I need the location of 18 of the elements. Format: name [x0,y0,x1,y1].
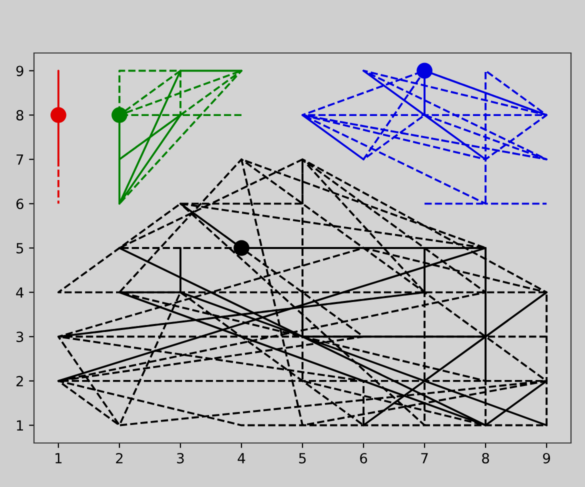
x-tick-label: 8 [482,452,490,464]
y-tick-label: 6 [16,198,24,210]
x-tick-label: 6 [360,452,368,464]
x-tick-label: 2 [116,452,122,464]
y-tick-label: 9 [16,66,24,76]
x-tick-label: 3 [177,452,184,464]
y-tick-label: 5 [16,243,24,254]
y-tick-label: 1 [16,420,23,431]
x-tick-label: 1 [56,453,62,464]
y-tick-label: 4 [16,287,24,298]
y-tick-label: 2 [16,376,23,386]
x-tick-label: 7 [421,453,428,464]
x-tick-label: 5 [299,453,306,464]
y-tick-label: 8 [16,110,24,121]
x-tick-label: 4 [238,453,246,464]
y-tick-label: 3 [16,332,24,342]
x-tick-label: 9 [543,452,550,464]
y-tick-label: 7 [16,154,24,165]
